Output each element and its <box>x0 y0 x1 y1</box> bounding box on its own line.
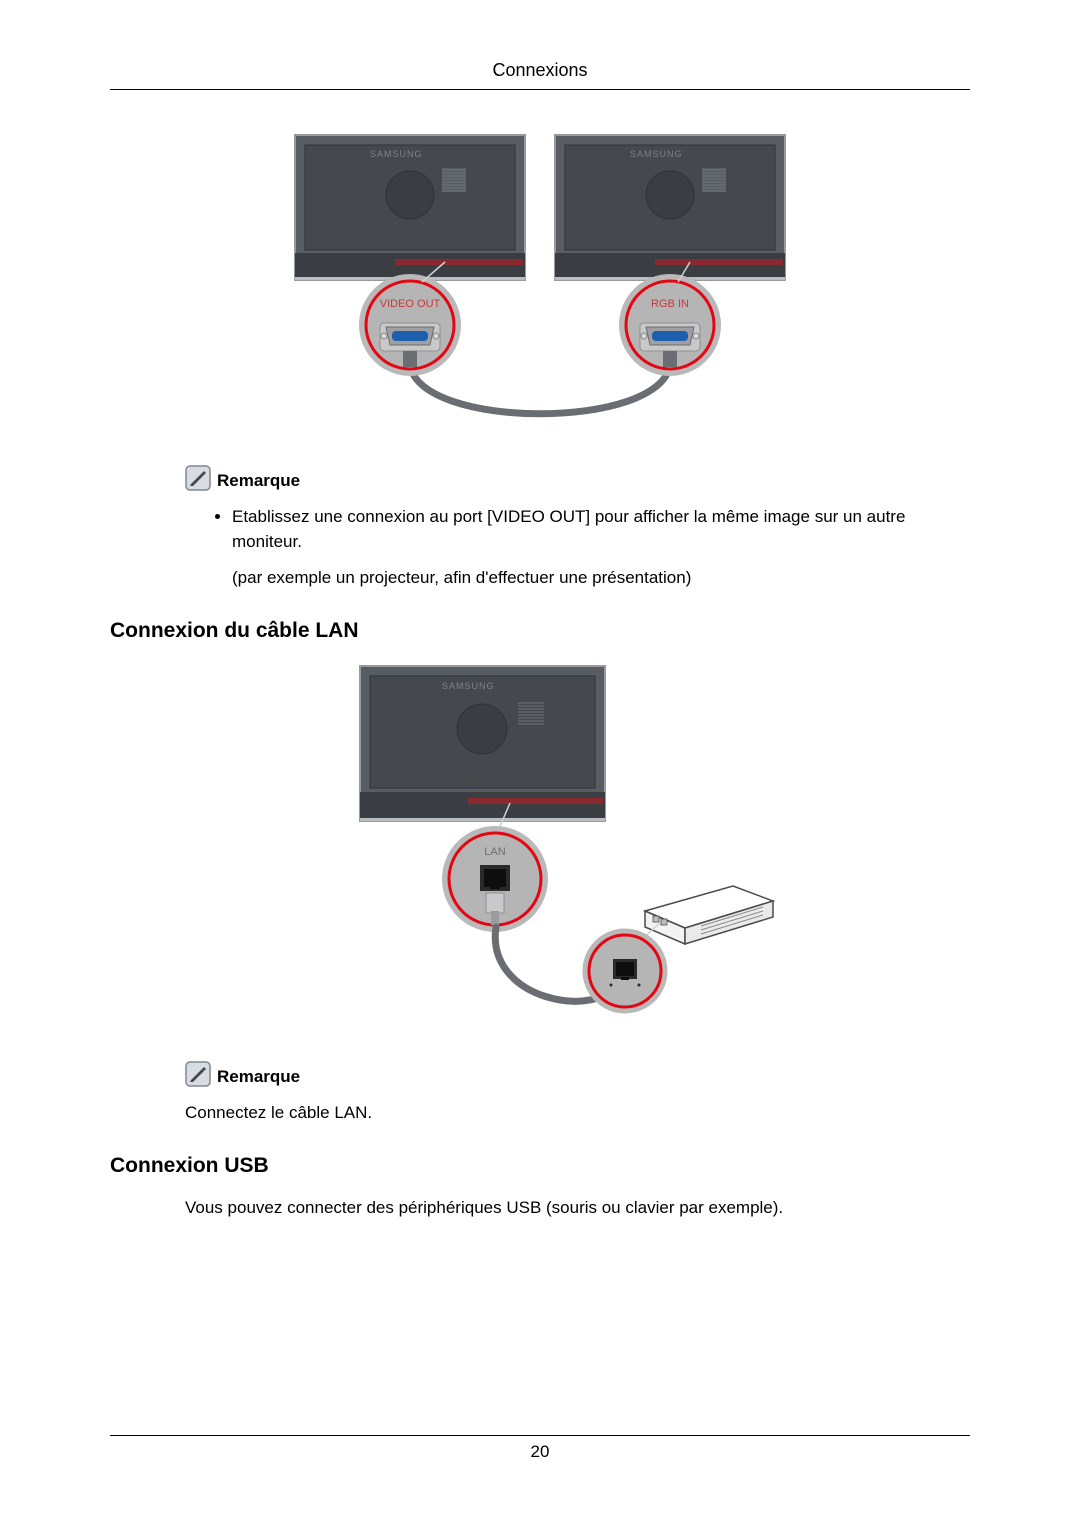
page-footer: 20 <box>110 1435 970 1462</box>
note1-subline: (par exemple un projecteur, afin d'effec… <box>232 566 930 591</box>
router-device <box>645 886 773 944</box>
diagram-video-out: SAMSUNG <box>280 130 800 445</box>
header-title: Connexions <box>492 60 587 80</box>
note-icon <box>185 1061 211 1087</box>
note1-content: Etablissez une connexion au port [VIDEO … <box>210 505 930 591</box>
usb-line: Vous pouvez connecter des périphériques … <box>185 1196 970 1221</box>
note1-bullet-text: Etablissez une connexion au port [VIDEO … <box>232 507 905 551</box>
figure-video-out: SAMSUNG <box>110 130 970 445</box>
diagram-lan: SAMSUNG LAN <box>300 661 780 1041</box>
note2-line: Connectez le câble LAN. <box>185 1101 970 1126</box>
note-row-2: Remarque <box>185 1061 970 1087</box>
label-lan: LAN <box>484 846 505 858</box>
page: Connexions SAMSUNG <box>0 0 1080 1527</box>
figure-lan: SAMSUNG LAN <box>110 661 970 1041</box>
page-header: Connexions <box>110 60 970 90</box>
label-rgb-in: RGB IN <box>651 298 689 310</box>
svg-text:SAMSUNG: SAMSUNG <box>442 681 495 691</box>
heading-lan: Connexion du câble LAN <box>110 619 970 643</box>
note-label-2: Remarque <box>217 1067 300 1087</box>
note-label-1: Remarque <box>217 471 300 491</box>
note-icon <box>185 465 211 491</box>
page-number: 20 <box>531 1442 550 1461</box>
note-row-1: Remarque <box>185 465 970 491</box>
label-video-out: VIDEO OUT <box>380 298 441 310</box>
heading-usb: Connexion USB <box>110 1154 970 1178</box>
